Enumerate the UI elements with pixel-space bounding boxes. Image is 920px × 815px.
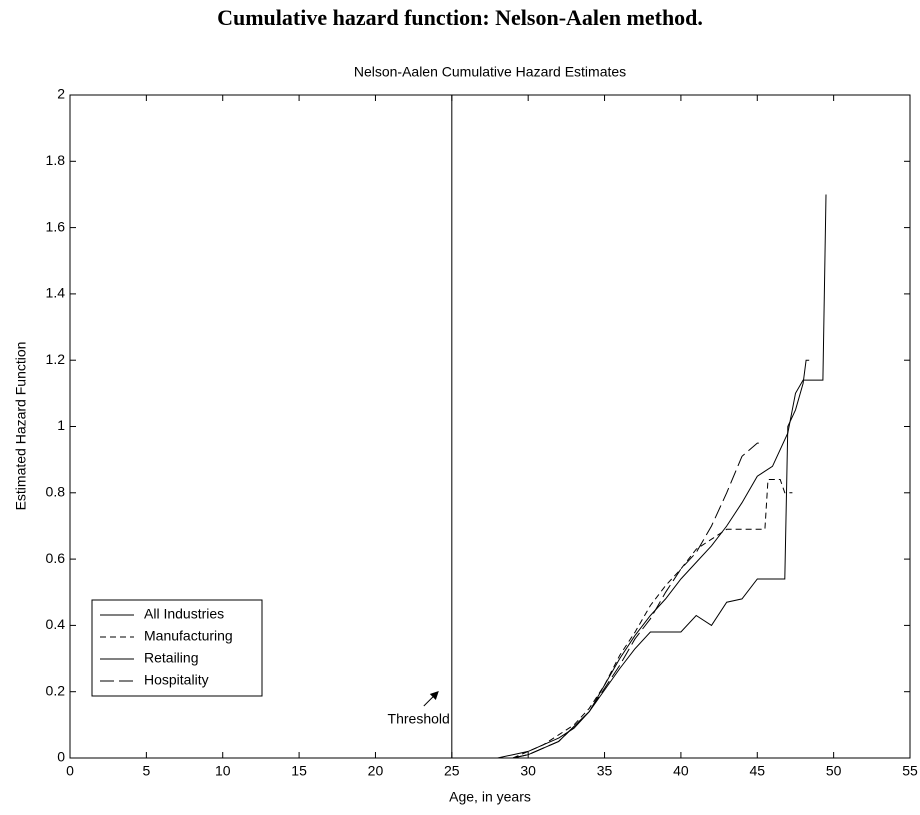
y-tick-label: 1.6 — [46, 218, 66, 234]
y-tick-label: 0.6 — [46, 550, 66, 566]
y-tick-label: 0.2 — [46, 682, 66, 698]
page-title: Cumulative hazard function: Nelson-Aalen… — [217, 5, 703, 30]
x-tick-label: 10 — [215, 763, 231, 779]
series-line — [497, 194, 827, 759]
legend-label: Hospitality — [144, 672, 209, 688]
x-tick-label: 40 — [673, 763, 689, 779]
threshold-arrowhead — [429, 691, 439, 700]
x-tick-label: 50 — [826, 763, 842, 779]
legend-label: All Industries — [144, 606, 224, 622]
series-line — [512, 442, 759, 759]
x-tick-label: 55 — [902, 763, 918, 779]
x-tick-label: 30 — [520, 763, 536, 779]
x-tick-label: 25 — [444, 763, 460, 779]
legend-label: Manufacturing — [144, 628, 233, 644]
y-tick-label: 2 — [57, 86, 65, 102]
threshold-label: Threshold — [388, 711, 450, 727]
legend-label: Retailing — [144, 650, 198, 666]
series-line — [512, 479, 793, 759]
x-tick-label: 35 — [597, 763, 613, 779]
y-axis-label: Estimated Hazard Function — [13, 342, 29, 511]
x-tick-label: 45 — [749, 763, 765, 779]
y-tick-label: 1.4 — [46, 285, 66, 301]
x-tick-label: 5 — [142, 763, 150, 779]
chart-title: Nelson-Aalen Cumulative Hazard Estimates — [354, 64, 626, 80]
y-tick-label: 0 — [57, 749, 65, 765]
x-axis-label: Age, in years — [449, 789, 531, 805]
y-tick-label: 1.2 — [46, 351, 66, 367]
y-tick-label: 1 — [57, 417, 65, 433]
legend-box — [91, 599, 263, 697]
y-tick-label: 0.4 — [46, 616, 66, 632]
x-tick-label: 20 — [368, 763, 384, 779]
series-line — [512, 359, 810, 759]
x-tick-label: 15 — [291, 763, 307, 779]
y-tick-label: 1.8 — [46, 152, 66, 168]
x-tick-label: 0 — [66, 763, 74, 779]
y-tick-label: 0.8 — [46, 484, 66, 500]
